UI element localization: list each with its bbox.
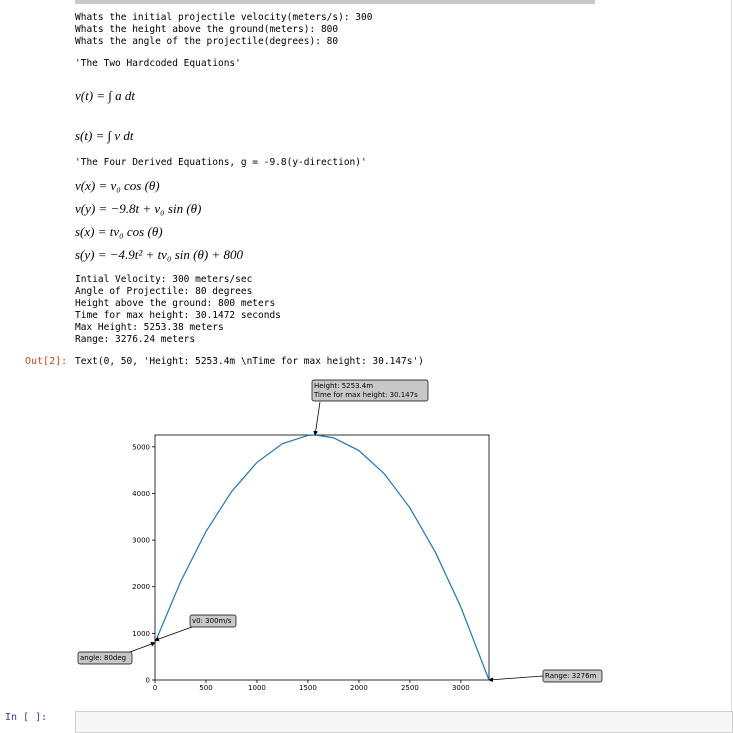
result-line: Range: 3276.24 meters: [75, 334, 196, 345]
equation: s(y) = −4.9t² + tv₀ sin (θ) + 800: [75, 247, 243, 262]
annotation-text: Range: 3276m: [545, 672, 597, 680]
result-line: Intial Velocity: 300 meters/sec: [75, 274, 253, 285]
out-prompt: Out[2]:: [25, 356, 68, 367]
annotation-arrow: [129, 641, 156, 653]
result-line: Height above the ground: 800 meters: [75, 298, 276, 309]
input-line: Whats the initial projectile velocity(me…: [75, 12, 373, 23]
x-tick-label: 500: [199, 684, 212, 692]
y-tick-label: 0: [146, 677, 150, 685]
y-tick-label: 1000: [132, 630, 150, 638]
next-prompt: In [ ]:: [5, 712, 48, 723]
heading: 'The Four Derived Equations, g = -9.8(y-…: [75, 157, 367, 168]
scrollbar[interactable]: [75, 0, 595, 4]
cell-border: [731, 0, 732, 719]
annotation-arrow: [488, 675, 544, 683]
y-tick-label: 5000: [132, 443, 150, 451]
annotation-arrow: [154, 626, 193, 642]
equation: s(x) = tv₀ cos (θ): [75, 224, 163, 239]
annotation-text: Time for max height: 30.147s: [313, 391, 418, 399]
y-tick-label: 2000: [132, 583, 150, 591]
annotation-arrow: [313, 401, 321, 436]
equation: v(x) = v₀ cos (θ): [75, 178, 160, 193]
x-tick-label: 2000: [350, 684, 368, 692]
annotation-text: Height: 5253.4m: [314, 382, 373, 390]
x-tick-label: 0: [153, 684, 157, 692]
x-tick-label: 2500: [401, 684, 419, 692]
annotation-box: [189, 614, 237, 628]
plot-frame: [154, 434, 490, 681]
y-tick-label: 4000: [132, 490, 150, 498]
x-tick-label: 1000: [248, 684, 266, 692]
equation: v(y) = −9.8t + v₀ sin (θ): [75, 201, 202, 216]
x-tick-label: 1500: [299, 684, 317, 692]
x-tick-label: 3000: [452, 684, 470, 692]
annotation-text: angle: 80deg: [80, 654, 126, 662]
trajectory-line: [154, 434, 490, 681]
input-line: Whats the angle of the projectile(degree…: [75, 36, 339, 47]
annotation-box: [77, 651, 133, 665]
annotation-box: [311, 379, 429, 402]
equation: s(t) = ∫ v dt: [75, 128, 134, 143]
result-line: Time for max height: 30.1472 seconds: [75, 310, 281, 321]
annotation-text: v0: 300m/s: [192, 617, 232, 625]
y-tick-label: 3000: [132, 537, 150, 545]
annotation-box: [542, 669, 603, 683]
next-cell: [75, 711, 733, 733]
equation: v(t) = ∫ a dt: [75, 88, 135, 103]
input-line: Whats the height above the ground(meters…: [75, 24, 339, 35]
result-line: Max Height: 5253.38 meters: [75, 322, 224, 333]
heading: 'The Two Hardcoded Equations': [75, 58, 241, 69]
result-line: Angle of Projectile: 80 degrees: [75, 286, 253, 297]
out-text: Text(0, 50, 'Height: 5253.4m \nTime for …: [75, 356, 424, 367]
